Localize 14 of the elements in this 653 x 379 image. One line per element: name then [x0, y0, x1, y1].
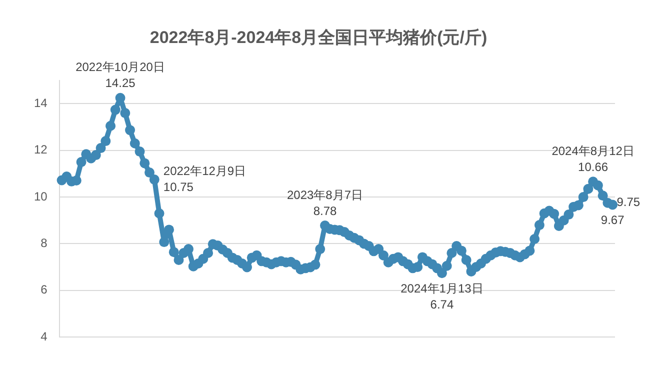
data-label: 2024年8月12日 10.66 — [552, 144, 634, 174]
data-label: 2022年10月20日 14.25 — [76, 60, 165, 90]
chart-title: 2022年8月-2024年8月全国日平均猪价(元/斤) — [150, 28, 488, 47]
y-tick-label: 14 — [34, 96, 48, 110]
data-label: 9.67 — [600, 213, 625, 228]
data-label: 2023年8月7日 8.78 — [286, 188, 364, 218]
y-tick-label: 6 — [40, 282, 48, 297]
y-tick-label: 4 — [40, 329, 48, 344]
data-label: 2022年12月9日 10.75 — [163, 164, 246, 194]
data-label: 9.75 — [616, 195, 640, 210]
y-tick-label: 8 — [40, 236, 48, 250]
y-tick-label: 12 — [34, 142, 48, 157]
y-tick-label: 10 — [34, 189, 48, 204]
data-label: 2024年1月13日 6.74 — [400, 281, 484, 312]
